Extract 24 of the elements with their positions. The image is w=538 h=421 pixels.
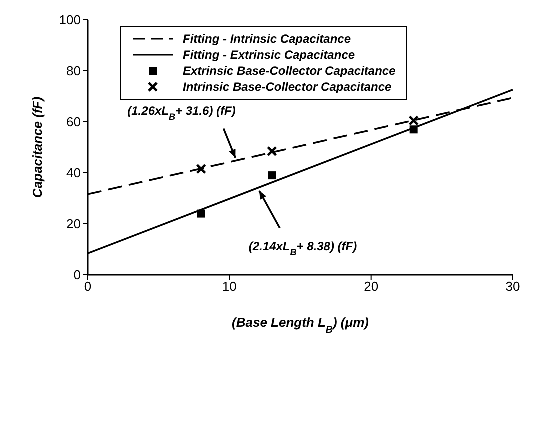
y-tick-label: 40: [66, 166, 81, 181]
point: [268, 172, 276, 180]
x-tick-label: 30: [506, 279, 520, 294]
legend-label: Fitting - Intrinsic Capacitance: [183, 32, 352, 46]
legend-label: Intrinsic Base-Collector Capacitance: [183, 80, 392, 94]
annotation: (1.26xL$_{B}$+ 31.6) (fF): [128, 104, 236, 122]
y-tick-label: 100: [59, 12, 81, 28]
legend-label: Fitting - Extrinsic Capacitance: [183, 48, 356, 62]
x-axis-title: (Base Length L$_{B}$) (μm): [232, 315, 369, 336]
x-tick-label: 10: [222, 279, 237, 294]
legend-label: Extrinsic Base-Collector Capacitance: [183, 64, 396, 78]
x-tick-label: 20: [364, 279, 379, 294]
point: [410, 126, 418, 134]
point: [266, 146, 278, 157]
y-tick-label: 80: [66, 64, 81, 79]
point: [197, 210, 206, 218]
y-tick-label: 0: [74, 268, 81, 283]
x-tick-label: 0: [84, 279, 92, 294]
point: [408, 115, 420, 126]
y-tick-label: 20: [66, 216, 81, 232]
point: [196, 164, 207, 174]
y-axis-title: Capacitance (fF): [30, 96, 45, 198]
annotation: (2.14xL$_{B}$+ 8.38) (fF): [248, 239, 358, 258]
y-tick-label: 60: [66, 114, 81, 130]
